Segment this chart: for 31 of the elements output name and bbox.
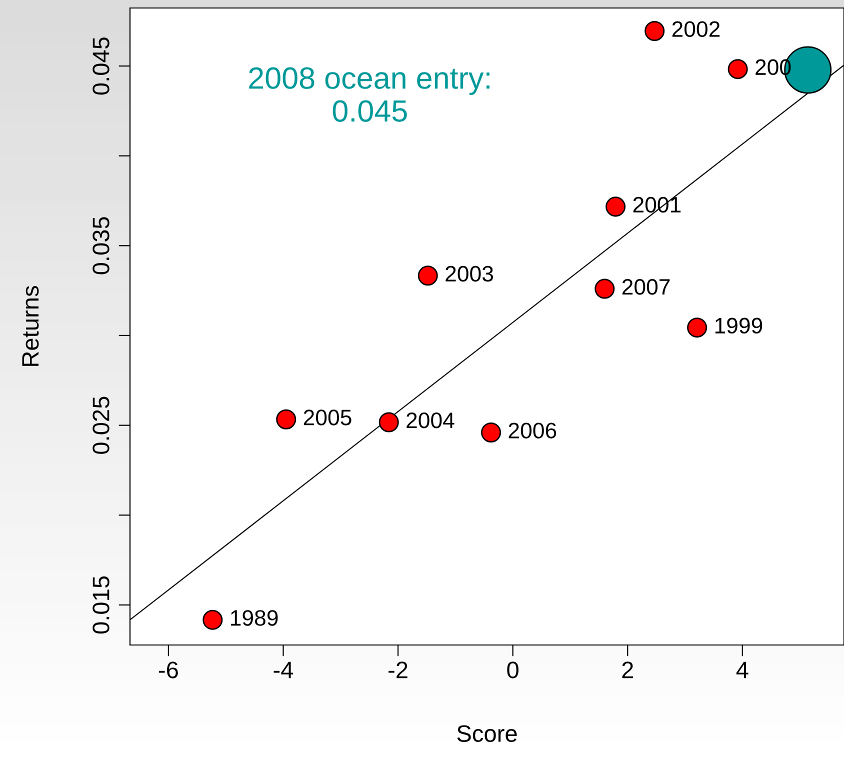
point	[606, 196, 626, 217]
x-axis-title: Score	[457, 725, 517, 742]
y-tick-label: 0.015	[92, 576, 110, 634]
x-tick-label: 2	[622, 662, 633, 678]
point	[687, 318, 708, 338]
x-tick-label: 0	[507, 662, 518, 678]
y-tick-label: 0.045	[92, 37, 110, 95]
annotation: 2006	[508, 422, 556, 438]
x-tick-label: -2	[388, 662, 408, 678]
annotation: 2008 ocean entry: 0.045	[249, 67, 490, 122]
point	[481, 422, 502, 442]
annotation: 2003	[446, 266, 494, 282]
point	[728, 59, 748, 80]
point	[644, 20, 665, 42]
x-tick-label: -4	[274, 662, 294, 678]
point	[418, 266, 438, 286]
point	[378, 412, 399, 432]
annotation: 1989	[231, 610, 278, 626]
y-tick-label: 0.025	[92, 396, 110, 454]
point	[202, 610, 223, 630]
annotation: 2004	[406, 412, 454, 428]
point	[276, 409, 296, 430]
annotation: 1999	[715, 318, 762, 334]
annotation: 2002	[672, 21, 720, 37]
y-axis-title: Returns	[22, 286, 39, 366]
point	[594, 278, 615, 299]
annotation: 2005	[304, 410, 352, 426]
x-tick-label: -6	[159, 662, 178, 678]
y-tick-label: 0.035	[92, 217, 110, 274]
x-tick-label: 4	[736, 662, 748, 678]
annotation: 2007	[622, 279, 670, 295]
